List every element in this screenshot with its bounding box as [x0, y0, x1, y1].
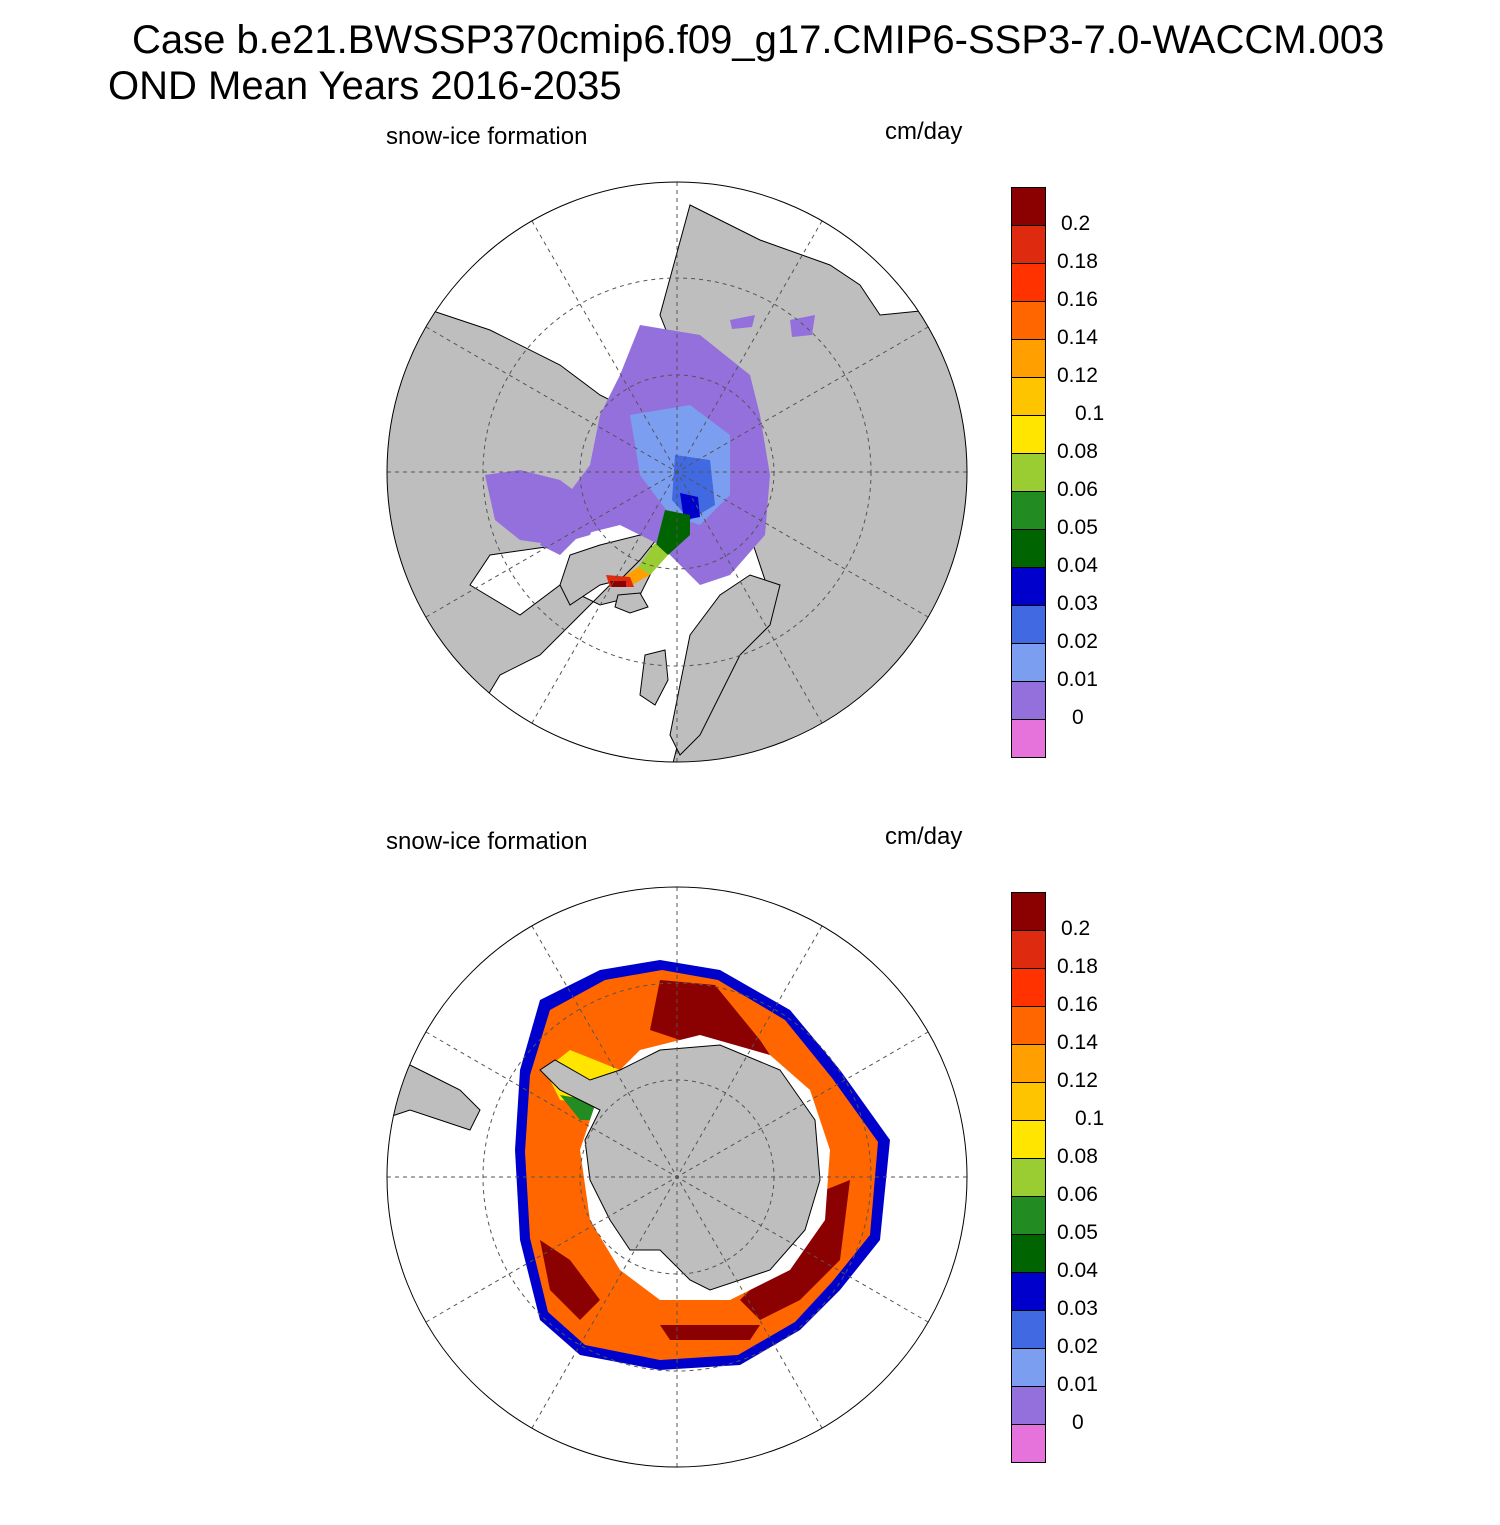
- north-colorbar-swatch: [1011, 491, 1046, 530]
- title-line-1: Case b.e21.BWSSP370cmip6.f09_g17.CMIP6-S…: [132, 18, 1385, 62]
- north-colorbar-tick-label: 0: [1072, 706, 1084, 729]
- south-colorbar-tick-label: 0.06: [1057, 1183, 1098, 1206]
- south-units-label: cm/day: [885, 823, 963, 850]
- south-colorbar-tick-label: 0.03: [1057, 1297, 1098, 1320]
- south-field-darkred-3: [540, 1240, 600, 1320]
- north-colorbar-swatch: [1011, 681, 1046, 720]
- south-colorbar-swatch: [1011, 1196, 1046, 1235]
- south-variable-label: snow-ice formation: [386, 828, 588, 855]
- south-colorbar-tick-label: 0.01: [1057, 1373, 1098, 1396]
- north-colorbar-swatch: [1011, 529, 1046, 568]
- north-variable-label: snow-ice formation: [386, 123, 588, 150]
- north-land-greenland: [559, 513, 661, 606]
- south-colorbar-tick-label: 0.2: [1061, 917, 1091, 940]
- north-field-hudson: [485, 470, 600, 545]
- north-colorbar-swatch: [1011, 377, 1046, 416]
- north-field-high-1: [680, 493, 700, 520]
- north-colorbar-tick-label: 0.05: [1057, 516, 1098, 539]
- south-colorbar-tick-label: 0.1: [1075, 1107, 1105, 1130]
- south-colorbar-tick-label: 0.14: [1057, 1031, 1098, 1054]
- south-graticule: [387, 887, 967, 1467]
- south-colorbar-swatch: [1011, 1310, 1046, 1349]
- north-land-iceland: [614, 592, 649, 614]
- north-colorbar-tick-label: 0.03: [1057, 592, 1098, 615]
- north-colorbar-swatch: [1011, 643, 1046, 682]
- south-colorbar: 0 0.01 0.02 0.03 0.04 0.05 0.06 0.08 0.1 0.12 0.14…: [1011, 892, 1104, 1463]
- north-colorbar-swatch: [1011, 301, 1046, 340]
- north-colorbar-tick-label: 0.18: [1057, 250, 1098, 273]
- north-colorbar-swatch: [1011, 225, 1046, 264]
- south-colorbar-swatch: [1011, 968, 1046, 1007]
- south-colorbar-swatch: [1011, 1158, 1046, 1197]
- south-colorbar-tick-label: 0.08: [1057, 1145, 1098, 1168]
- north-field-bering2: [730, 315, 755, 329]
- south-colorbar-tick-label: 0.16: [1057, 993, 1098, 1016]
- north-colorbar-tick-label: 0.16: [1057, 288, 1098, 311]
- south-colorbar-swatch: [1011, 1234, 1046, 1273]
- north-colorbar-swatch: [1011, 719, 1046, 758]
- north-colorbar-tick-label: 0.2: [1061, 212, 1091, 235]
- north-colorbar-tick-label: 0.08: [1057, 440, 1098, 463]
- north-graticule: [387, 182, 967, 762]
- north-colorbar-tick-label: 0.14: [1057, 326, 1098, 349]
- north-field-strait-yellow: [638, 543, 668, 575]
- south-colorbar-swatch: [1011, 930, 1046, 969]
- south-colorbar-tick-label: 0: [1072, 1411, 1084, 1434]
- south-colorbar-swatch: [1011, 1386, 1046, 1425]
- south-colorbar-swatch: [1011, 1082, 1046, 1121]
- north-colorbar-tick-label: 0.01: [1057, 668, 1098, 691]
- north-field-strait-green: [656, 510, 690, 555]
- south-colorbar-tick-label: 0.02: [1057, 1335, 1098, 1358]
- north-colorbar-swatch: [1011, 605, 1046, 644]
- south-colorbar-swatch: [1011, 1120, 1046, 1159]
- south-colorbar-swatch: [1011, 1044, 1046, 1083]
- south-polar-panel: snow-ice formation cm/day: [0, 820, 1500, 1525]
- north-colorbar-swatch: [1011, 453, 1046, 492]
- north-colorbar-swatch: [1011, 339, 1046, 378]
- north-colorbar-tick-label: 0.04: [1057, 554, 1098, 577]
- north-colorbar-swatch: [1011, 187, 1046, 226]
- north-polar-map: [386, 181, 968, 763]
- south-colorbar-tick-label: 0.05: [1057, 1221, 1098, 1244]
- south-colorbar-tick-label: 0.18: [1057, 955, 1098, 978]
- south-colorbar-swatch: [1011, 1272, 1046, 1311]
- north-colorbar-tick-label: 0.02: [1057, 630, 1098, 653]
- north-units-label: cm/day: [885, 118, 963, 145]
- south-colorbar-swatch: [1011, 1424, 1046, 1463]
- south-polar-map: [386, 886, 968, 1468]
- north-land-uk: [639, 649, 669, 706]
- north-map-border: [386, 181, 968, 763]
- south-map-border: [386, 886, 968, 1468]
- south-land-antarctica: [539, 1044, 821, 1291]
- north-field-bering: [790, 315, 815, 337]
- south-colorbar-swatch: [1011, 892, 1046, 931]
- south-colorbar-swatch: [1011, 1348, 1046, 1387]
- title-line-2: OND Mean Years 2016-2035: [108, 64, 622, 108]
- north-colorbar-swatch: [1011, 567, 1046, 606]
- north-colorbar-swatch: [1011, 263, 1046, 302]
- north-polar-panel: snow-ice formation cm/day: [0, 115, 1500, 820]
- north-field-strait-darkred: [610, 581, 626, 587]
- north-colorbar-tick-label: 0.12: [1057, 364, 1098, 387]
- south-colorbar-tick-label: 0.12: [1057, 1069, 1098, 1092]
- south-field-darkred-4: [660, 1325, 760, 1340]
- north-colorbar: 0 0.01 0.02 0.03 0.04 0.05 0.06 0.08 0.1 0.12 0.14…: [1011, 187, 1104, 758]
- north-colorbar-swatch: [1011, 415, 1046, 454]
- north-colorbar-tick-label: 0.06: [1057, 478, 1098, 501]
- south-colorbar-swatch: [1011, 1006, 1046, 1045]
- north-colorbar-tick-label: 0.1: [1075, 402, 1105, 425]
- south-colorbar-tick-label: 0.04: [1057, 1259, 1098, 1282]
